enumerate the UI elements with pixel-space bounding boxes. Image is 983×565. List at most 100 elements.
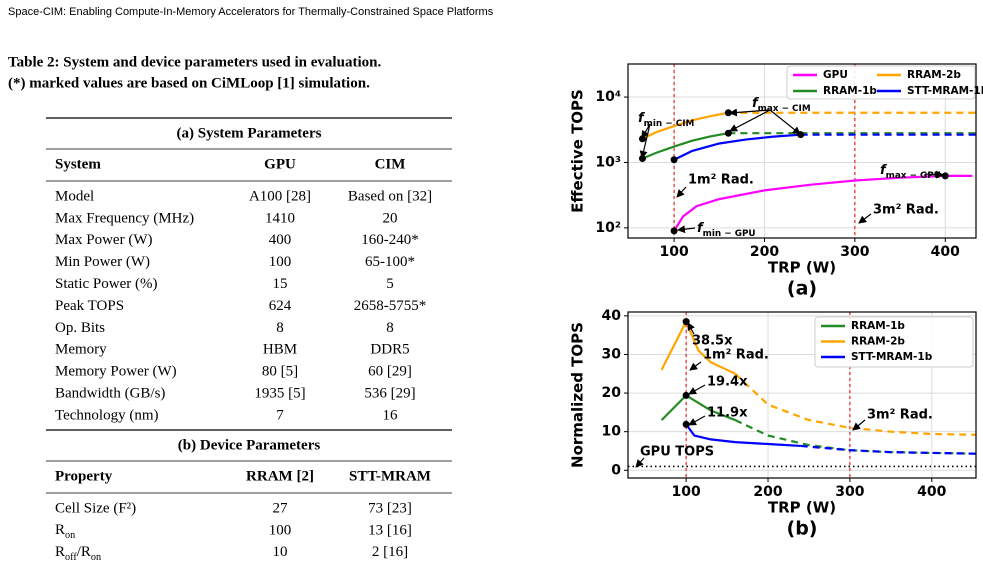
annotation-part: max − CIM xyxy=(758,104,811,114)
table-cell-part: off xyxy=(65,552,77,563)
y-axis-label: Normalized TOPS xyxy=(569,322,587,468)
x-tick-label: 400 xyxy=(931,244,960,260)
annotation-arrow xyxy=(677,225,696,234)
x-tick-label: 100 xyxy=(672,484,701,500)
annotation: 3m² Rad. xyxy=(867,408,933,423)
running-title: Space-CIM: Enabling Compute-In-Memory Ac… xyxy=(8,6,494,18)
point-marker xyxy=(941,172,949,180)
y-tick-label: 20 xyxy=(602,385,622,401)
table-cell: 400 xyxy=(269,232,292,248)
annotation: 3m² Rad. xyxy=(873,203,939,218)
table-cell: 16 xyxy=(383,407,399,423)
annotation: fmax − GPU xyxy=(880,163,941,181)
annotation-arrow xyxy=(688,415,706,426)
section-title: (b) Device Parameters xyxy=(178,437,321,453)
annotation-part: min − GPU xyxy=(703,229,756,239)
table-cell: 8 xyxy=(386,320,394,336)
series-line xyxy=(641,111,729,140)
annotation-arrow xyxy=(689,361,702,371)
table-cell: Static Power (%) xyxy=(55,276,157,292)
x-axis-label: TRP (W) xyxy=(768,259,836,277)
table-cell: Technology (nm) xyxy=(55,407,159,423)
table-cell: 2658-5755* xyxy=(354,298,427,314)
x-tick-label: 200 xyxy=(753,484,782,500)
column-header: Property xyxy=(55,468,113,484)
y-axis-label: Effective TOPS xyxy=(569,89,587,213)
annotation-part: min − CIM xyxy=(644,119,695,129)
legend-label: STT-MRAM-1b xyxy=(907,85,983,97)
table-caption: (*) marked values are based on CiMLoop [… xyxy=(8,75,370,91)
table-cell: DDR5 xyxy=(370,342,409,358)
panel-label: (a) xyxy=(787,278,817,300)
legend-label: RRAM-2b xyxy=(851,336,905,348)
annotation-arrow xyxy=(858,213,872,224)
x-tick-label: 300 xyxy=(840,244,869,260)
annotation: fmax − CIM xyxy=(752,96,811,114)
annotation: 19.4x xyxy=(707,375,748,390)
table-cell: 2 [16] xyxy=(372,544,408,560)
table-cell: Cell Size (F²) xyxy=(55,500,136,516)
annotation-part: f xyxy=(752,96,760,111)
table-cell: 27 xyxy=(273,500,289,516)
table-cell: A100 [28] xyxy=(249,188,311,204)
annotation: 1m² Rad. xyxy=(703,348,769,363)
point-marker xyxy=(682,420,690,428)
annotation-arrow xyxy=(924,170,944,179)
point-marker xyxy=(682,391,690,399)
table-cell: 65-100* xyxy=(365,254,415,270)
x-tick-label: 100 xyxy=(659,244,688,260)
chart: 100 200 300 400 0 10 20 30 40 38.5x 19.4x 11.9x 1m² … xyxy=(569,308,977,540)
annotation-arrow xyxy=(676,186,687,198)
table-cell: 160-240* xyxy=(361,232,419,248)
table-cell: HBM xyxy=(263,342,297,358)
annotation-arrow xyxy=(729,109,771,132)
annotation-arrow xyxy=(639,123,651,159)
table-caption: Table 2: System and device parameters us… xyxy=(8,54,381,70)
table-cell: 7 xyxy=(276,407,284,423)
y-tick-label: 10² xyxy=(595,220,621,236)
table-cell: 73 [23] xyxy=(368,500,412,516)
series-line xyxy=(642,132,729,160)
annotation-part: f xyxy=(697,221,705,236)
series-line-dashed xyxy=(800,444,977,455)
table-cell-part: /R xyxy=(77,544,91,560)
series-line-dashed xyxy=(734,419,977,455)
annotation: 11.9x xyxy=(707,406,748,421)
table-cell: 536 [29] xyxy=(364,386,415,402)
annotation: GPU TOPS xyxy=(640,445,714,460)
table-cell: 60 [29] xyxy=(368,364,412,380)
column-header: RRAM [2] xyxy=(246,468,314,484)
table-cell-part: R xyxy=(55,544,65,560)
y-tick-label: 10⁴ xyxy=(595,89,621,105)
series-line xyxy=(673,174,973,232)
legend-box xyxy=(786,65,976,100)
series-line xyxy=(660,393,736,422)
column-header: STT-MRAM xyxy=(349,468,431,484)
column-header: GPU xyxy=(264,156,296,172)
table-cell: Memory Power (W) xyxy=(55,364,177,380)
plot-frame xyxy=(627,311,977,479)
annotation: 38.5x xyxy=(692,334,733,349)
y-tick-label: 0 xyxy=(611,462,621,478)
annotation-arrow xyxy=(635,457,645,468)
table-cell: Roff/Ron xyxy=(55,544,101,563)
series-line xyxy=(673,133,801,161)
table-cell: Min Power (W) xyxy=(55,254,150,270)
annotation: fmin − CIM xyxy=(638,111,694,129)
x-axis-label: TRP (W) xyxy=(768,499,836,517)
y-tick-label: 30 xyxy=(602,346,622,362)
table-cell: 1410 xyxy=(265,210,295,226)
annotation-arrow xyxy=(688,384,706,395)
point-marker xyxy=(670,156,678,164)
point-marker xyxy=(670,227,678,235)
y-tick-label: 10 xyxy=(602,424,622,440)
table-cell-part: R xyxy=(55,522,65,538)
table-cell: Peak TOPS xyxy=(55,298,124,314)
annotation: fmin − GPU xyxy=(697,221,756,239)
panel-label: (b) xyxy=(787,518,818,540)
table-cell: 5 xyxy=(386,276,394,292)
table-cell: 100 xyxy=(269,522,292,538)
